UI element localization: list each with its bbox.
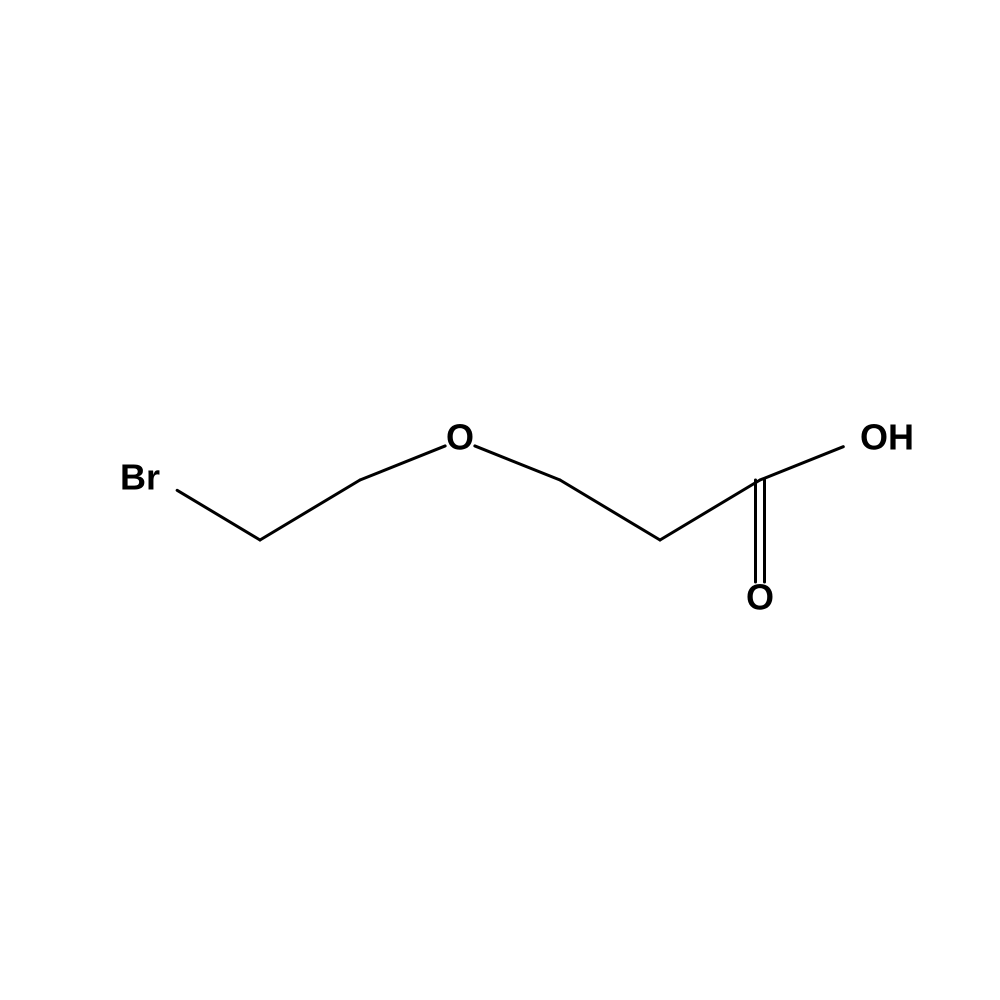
bond-line [260, 480, 360, 540]
molecule-diagram: Br O O OH [0, 0, 1000, 1000]
bond-line [177, 490, 260, 540]
bond-line [475, 446, 560, 480]
atom-label-o1: O [446, 417, 474, 458]
atom-label-br: Br [120, 457, 160, 498]
atom-label-oh: OH [860, 417, 914, 458]
bond-line [760, 447, 843, 480]
bond-line [660, 480, 760, 540]
atom-label-o2: O [746, 577, 774, 618]
bond-line [560, 480, 660, 540]
bond-line [360, 446, 445, 480]
